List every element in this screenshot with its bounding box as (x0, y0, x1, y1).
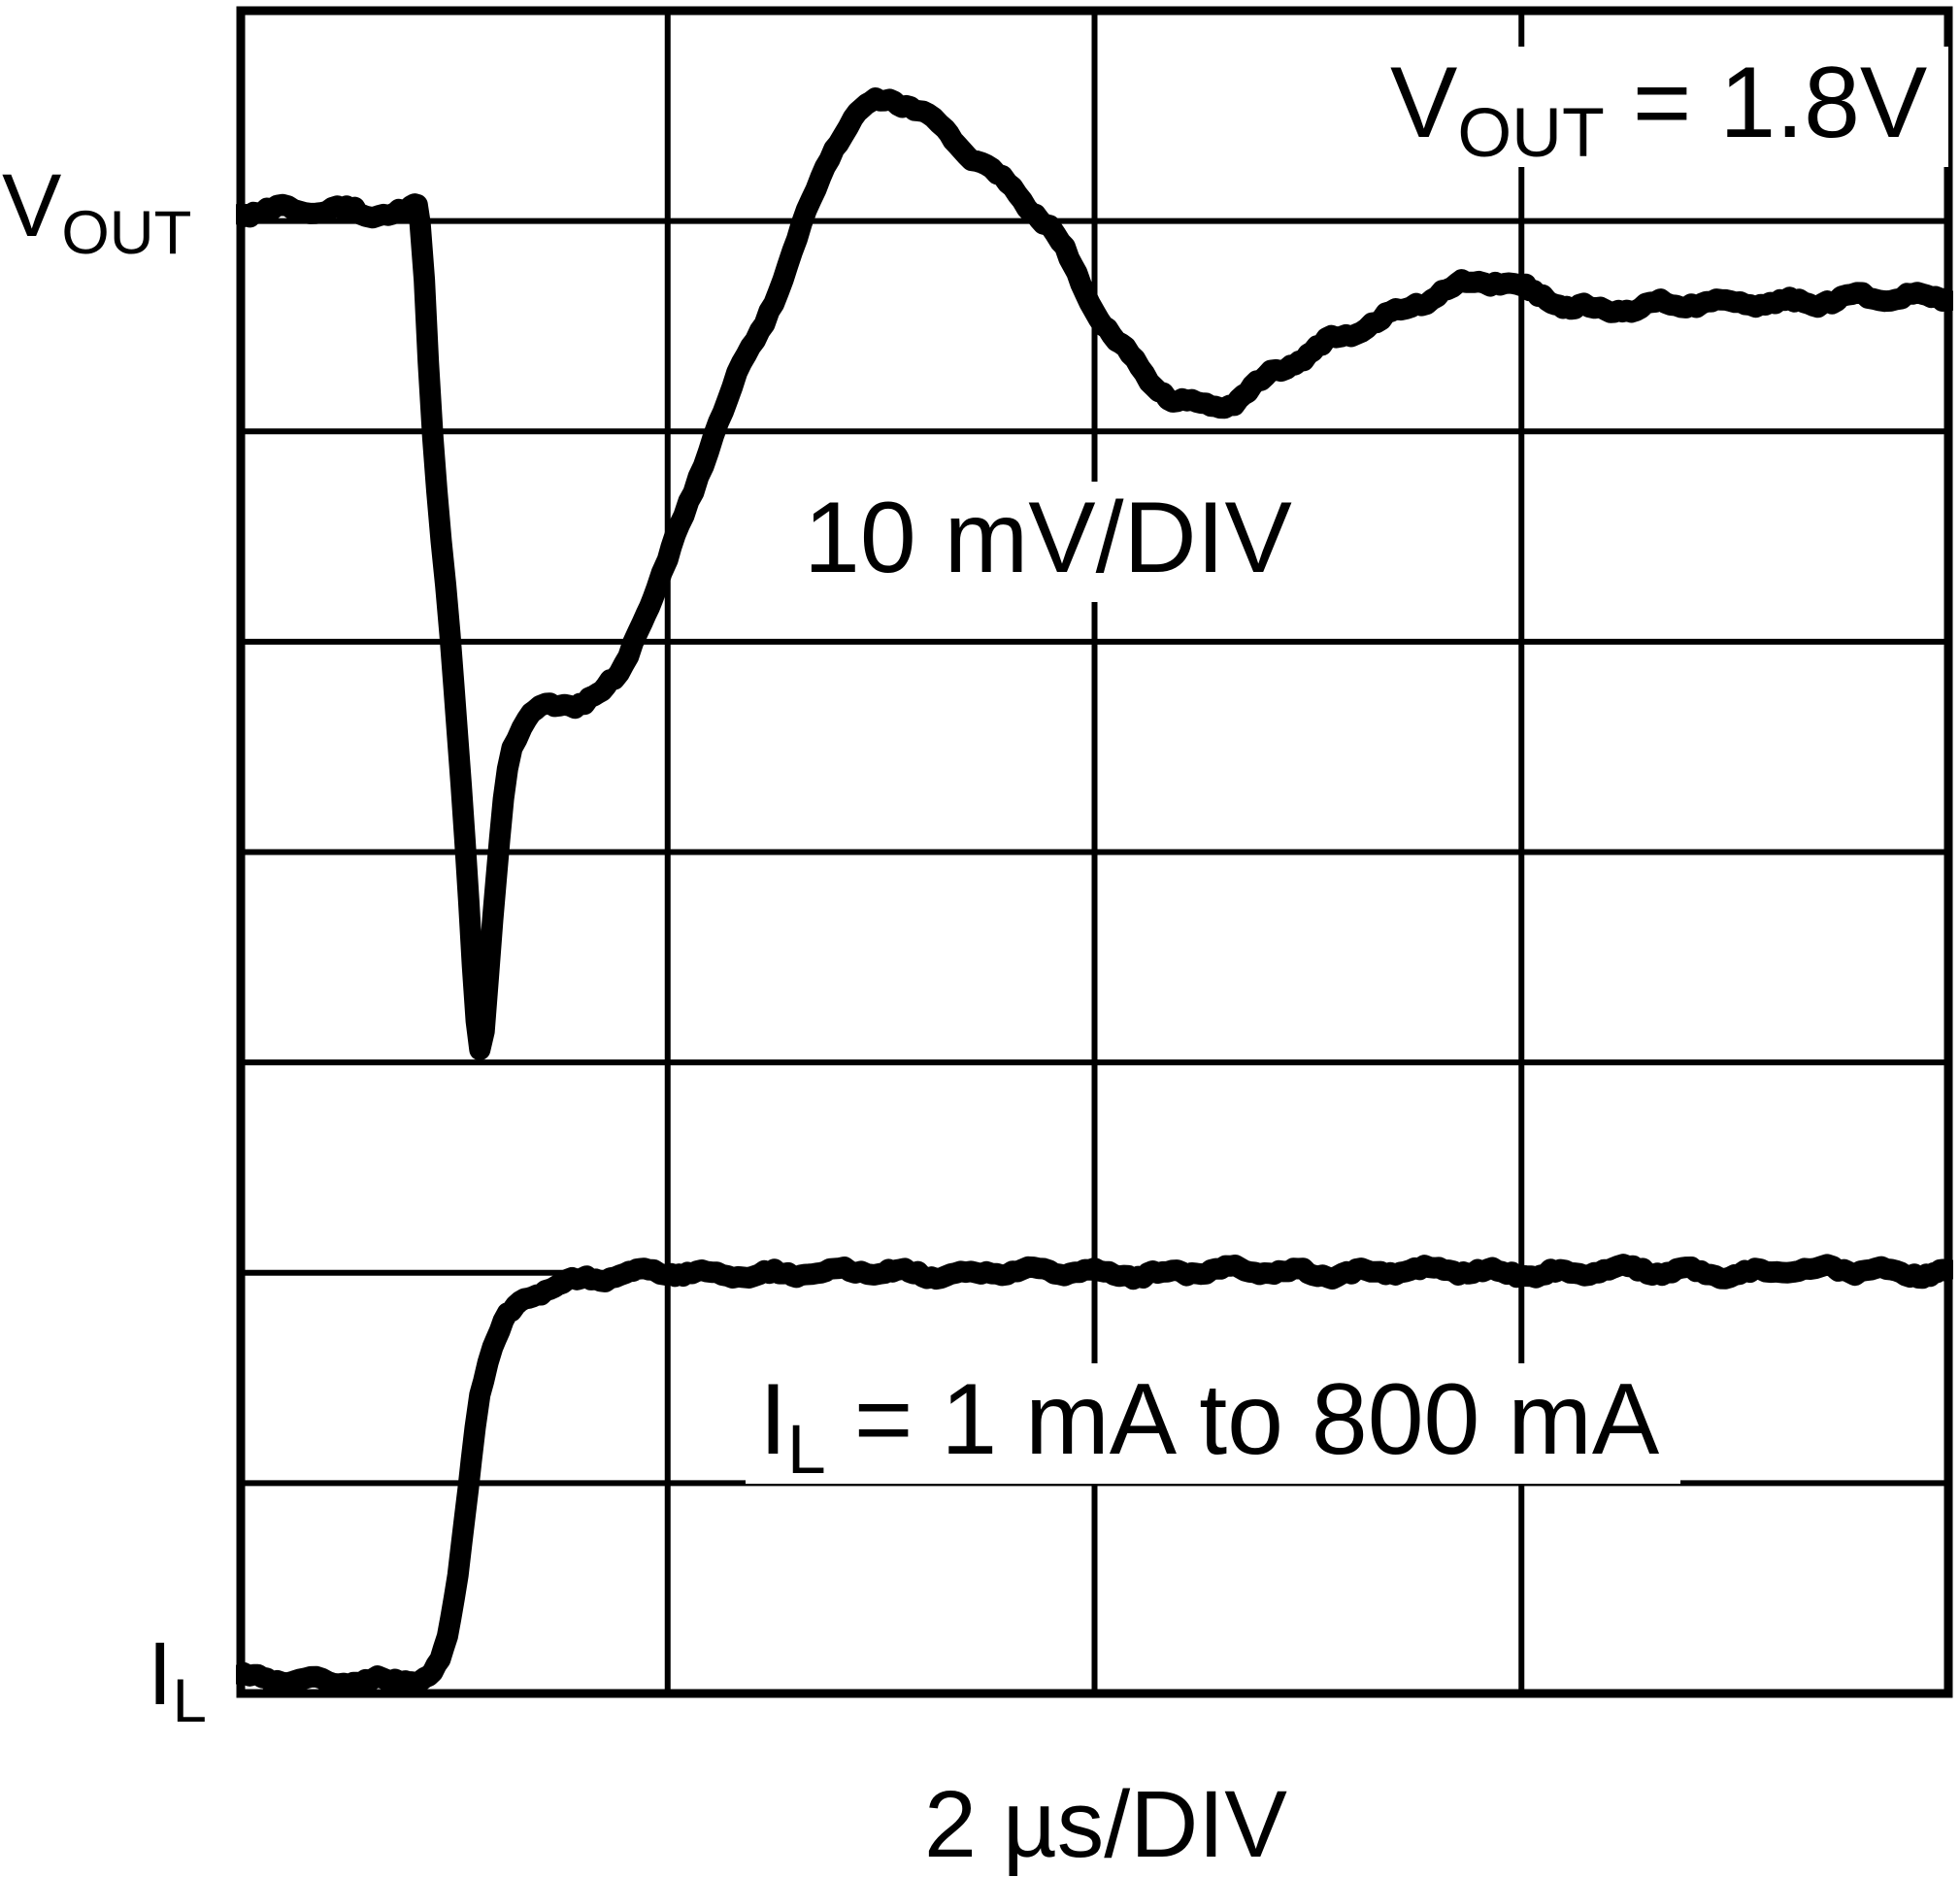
vout-value-sub: OUT (1457, 94, 1605, 173)
timebase-text: 2 µs/DIV (924, 1771, 1287, 1877)
vout-value-main: V (1390, 47, 1458, 159)
vout-trace-label-main: V (2, 156, 62, 255)
vout-scale-annotation: 10 mV/DIV (790, 482, 1313, 602)
il-step-sub: L (786, 1411, 826, 1490)
vout-trace (236, 87, 1953, 1060)
plot-border (236, 6, 1953, 1698)
il-trace-label-sub: L (172, 1666, 207, 1735)
il-step-rest: = 1 mA to 800 mA (825, 1363, 1660, 1476)
vout-value-rest: = 1.8V (1604, 47, 1928, 159)
vout-scale-text: 10 mV/DIV (804, 482, 1292, 594)
vout-value-annotation: VOUT = 1.8V (1377, 47, 1949, 168)
il-trace-label: IL (148, 1629, 207, 1732)
il-trace (236, 1254, 1953, 1696)
il-step-annotation: IL = 1 mA to 800 mA (746, 1363, 1681, 1485)
il-step-main: I (759, 1363, 787, 1476)
vout-trace-label-sub: OUT (61, 198, 192, 267)
timebase-label: 2 µs/DIV (924, 1777, 1287, 1871)
vout-trace-label: VOUT (2, 161, 191, 264)
il-trace-label-main: I (148, 1625, 173, 1724)
